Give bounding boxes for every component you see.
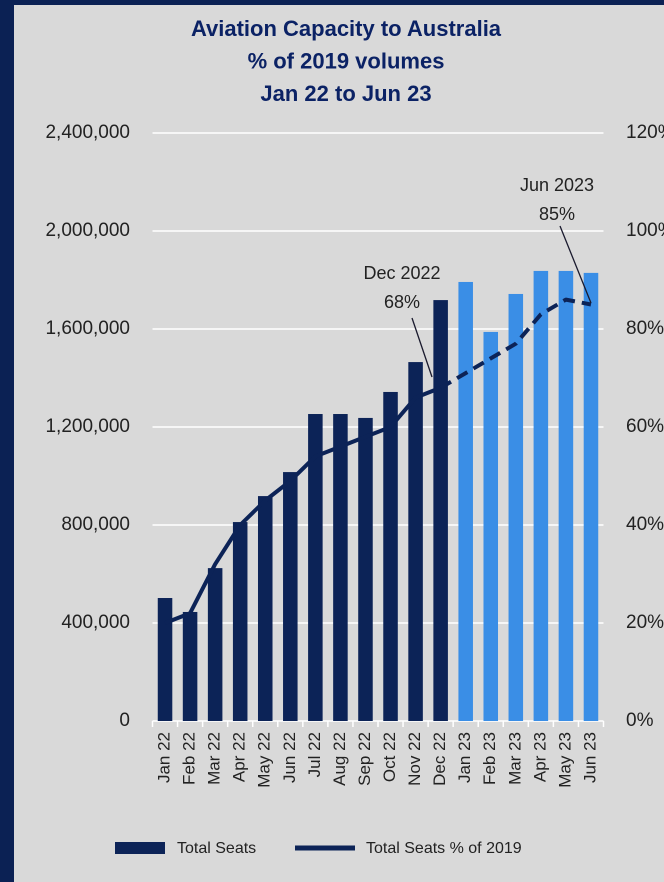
- y2-tick-label: 60%: [626, 416, 664, 437]
- y-tick-label: 0: [119, 710, 130, 731]
- x-tick-label: Jan 23: [455, 732, 474, 783]
- x-tick-label: Jun 22: [280, 732, 299, 783]
- x-tick-label: Oct 22: [380, 732, 399, 782]
- y-tick-label: 1,600,000: [45, 318, 130, 339]
- bar: [257, 496, 273, 721]
- y2-tick-label: 40%: [626, 514, 664, 535]
- bar: [207, 568, 223, 721]
- x-tick-label: Dec 22: [430, 732, 449, 786]
- x-tick-label: Feb 23: [480, 732, 499, 785]
- legend-label: Total Seats % of 2019: [366, 840, 522, 857]
- bar: [358, 417, 373, 721]
- bar: [458, 281, 473, 721]
- bar: [308, 414, 323, 721]
- y-tick-label: 800,000: [61, 514, 130, 535]
- x-tick-label: Apr 22: [230, 732, 249, 782]
- y-tick-label: 2,400,000: [45, 122, 130, 143]
- bar: [483, 331, 499, 721]
- bar: [533, 270, 549, 721]
- x-tick-label: May 23: [555, 732, 574, 788]
- annotation: Dec 2022: [363, 263, 440, 283]
- bar: [333, 414, 348, 721]
- y-tick-label: 2,000,000: [45, 220, 130, 241]
- chart-title: % of 2019 volumes: [248, 48, 445, 73]
- legend-label: Total Seats: [177, 840, 256, 857]
- annotation: 68%: [384, 292, 420, 312]
- bar: [433, 300, 448, 721]
- x-tick-label: Apr 23: [530, 732, 549, 782]
- bar: [182, 611, 198, 721]
- annotation-leader: [411, 317, 433, 378]
- bar: [408, 362, 423, 721]
- chart-title: Aviation Capacity to Australia: [191, 16, 502, 41]
- y2-tick-label: 80%: [626, 318, 664, 339]
- annotation: 85%: [539, 204, 575, 224]
- y2-tick-label: 100%: [626, 220, 664, 241]
- bar: [157, 598, 173, 721]
- x-tick-label: Jul 22: [305, 732, 324, 777]
- x-tick-label: Jun 23: [580, 732, 599, 783]
- x-tick-label: Mar 22: [205, 732, 224, 785]
- x-tick-label: Sep 22: [355, 732, 374, 786]
- chart-title: Jan 22 to Jun 23: [260, 81, 431, 106]
- annotation-leader: [559, 225, 592, 304]
- bar: [283, 472, 298, 721]
- bar: [232, 522, 248, 721]
- x-tick-label: Mar 23: [505, 732, 524, 785]
- legend-swatch: [115, 842, 165, 854]
- x-tick-label: Nov 22: [405, 732, 424, 786]
- y-tick-label: 1,200,000: [45, 416, 130, 437]
- bar: [508, 293, 524, 721]
- line-series: [439, 297, 592, 390]
- x-tick-label: Jan 22: [155, 732, 174, 783]
- line-series: [164, 385, 442, 625]
- x-tick-label: May 22: [255, 732, 274, 788]
- y-tick-label: 400,000: [61, 612, 130, 633]
- bar: [383, 391, 398, 721]
- annotation: Jun 2023: [520, 175, 594, 195]
- y2-tick-label: 20%: [626, 612, 664, 633]
- x-tick-label: Feb 22: [180, 732, 199, 785]
- y2-tick-label: 0%: [626, 710, 654, 731]
- x-tick-label: Aug 22: [330, 732, 349, 786]
- bar: [558, 270, 574, 721]
- bar: [583, 272, 599, 721]
- y2-tick-label: 120%: [626, 122, 664, 143]
